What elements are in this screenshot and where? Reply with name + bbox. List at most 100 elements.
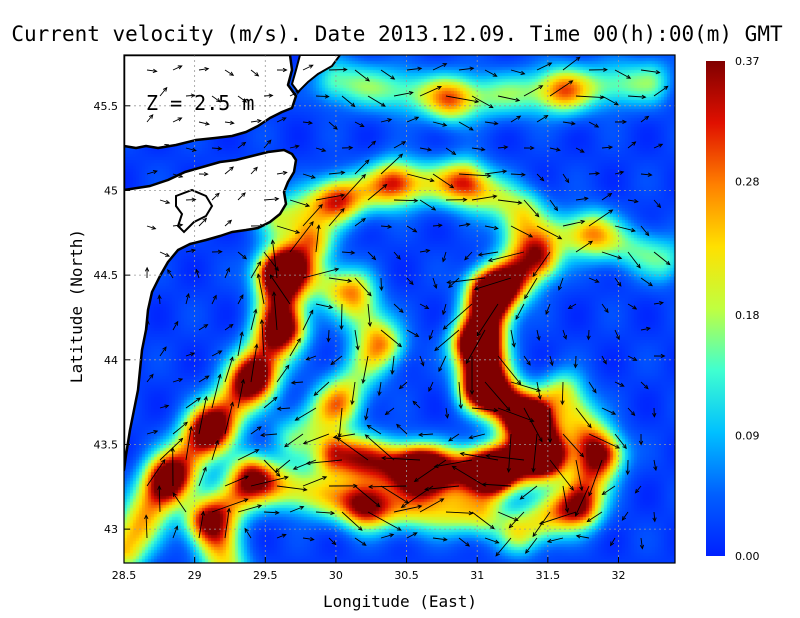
velocity-arrow [567,303,577,310]
velocity-arrow [538,511,577,525]
velocity-arrow [433,459,473,469]
velocity-arrow [366,424,382,435]
velocity-arrow [328,277,353,283]
velocity-arrow [259,318,265,357]
velocity-arrow [428,381,434,393]
velocity-arrow [588,121,600,128]
velocity-arrow [305,355,317,361]
velocity-arrow [211,498,249,513]
velocity-arrow [145,319,150,331]
velocity-arrow [384,407,395,416]
velocity-arrow [621,511,629,521]
velocity-arrow [185,397,202,409]
velocity-arrow [336,437,369,461]
velocity-arrow [172,173,184,178]
plot-frame [123,54,676,564]
velocity-arrow [445,147,457,156]
velocity-arrow [484,381,511,412]
velocity-arrow [515,303,525,320]
velocity-arrow [477,251,499,257]
velocity-arrow [484,537,500,544]
velocity-arrow [510,329,516,348]
velocity-arrow [406,116,420,123]
velocity-arrow [290,380,304,385]
velocity-arrow [250,223,265,229]
y-axis: 43 43.5 44 44.5 45 45.5 [94,100,130,536]
velocity-arrow [652,511,657,523]
velocity-arrow [575,240,594,253]
velocity-arrow [172,378,184,383]
velocity-arrow [614,170,625,175]
velocity-arrow [211,95,221,103]
velocity-arrow [354,329,360,351]
velocity-arrow [549,199,559,212]
velocity-arrow [473,277,512,291]
velocity-arrow [354,121,365,128]
velocity-arrow [640,277,653,287]
x-tick-label: 28.5 [112,569,137,582]
velocity-arrow [159,346,167,357]
velocity-arrow [588,209,614,227]
velocity-arrow [506,433,512,473]
velocity-arrow [380,118,393,123]
velocity-arrow [211,146,223,151]
y-tick-label: 44.5 [94,269,119,282]
bay-inlet [175,188,214,234]
y-tick-label: 45 [104,184,118,197]
velocity-arrow [302,64,314,71]
velocity-arrow [601,355,607,365]
velocity-arrow [523,85,544,97]
velocity-arrow [653,251,671,266]
velocity-arrow [442,303,473,330]
velocity-arrow [276,117,287,123]
velocity-arrow [464,251,473,261]
velocity-arrow [198,121,210,126]
velocity-arrow [364,407,369,421]
velocity-arrow [419,248,431,254]
velocity-arrow [601,95,619,106]
velocity-arrow [419,199,437,211]
velocity-arrow [495,537,512,557]
velocity-arrow [536,173,545,182]
velocity-arrow [172,525,179,539]
velocity-arrow [381,456,421,461]
velocity-arrow [484,69,498,77]
velocity-arrow [562,329,567,340]
velocity-arrow [627,303,638,310]
velocity-arrow [263,93,274,98]
velocity-arrow [601,145,614,150]
velocity-arrow [315,224,321,253]
velocity-arrow [269,274,291,305]
velocity-arrow [237,378,245,409]
velocity-arrow [263,510,280,515]
velocity-arrow [549,355,554,367]
velocity-arrow [634,485,642,494]
velocity-arrow [459,451,499,461]
velocity-arrow [547,407,553,444]
velocity-arrow [302,173,316,179]
velocity-arrow [536,225,563,240]
velocity-arrow [244,527,252,539]
velocity-arrow [302,203,323,227]
velocity-arrow [614,119,628,125]
velocity-arrow [412,400,421,409]
velocity-arrow [237,449,260,461]
velocity-arrow [487,251,525,263]
velocity-arrow [523,199,540,218]
velocity-arrow [237,294,244,305]
velocity-arrow [380,69,396,80]
velocity-arrow [531,433,538,473]
velocity-arrow [302,267,340,279]
velocity-arrow [525,537,538,554]
x-tick-label: 32 [611,569,625,582]
velocity-arrow [159,199,171,204]
velocity-arrow [640,172,653,177]
velocity-arrow [562,173,570,184]
velocity-arrow [562,433,585,458]
velocity-arrow [458,537,471,547]
velocity-arrow [328,170,346,175]
velocity-arrow [639,537,645,550]
velocity-arrow [653,85,669,97]
velocity-arrow [276,533,287,539]
velocity-arrow [146,169,158,175]
